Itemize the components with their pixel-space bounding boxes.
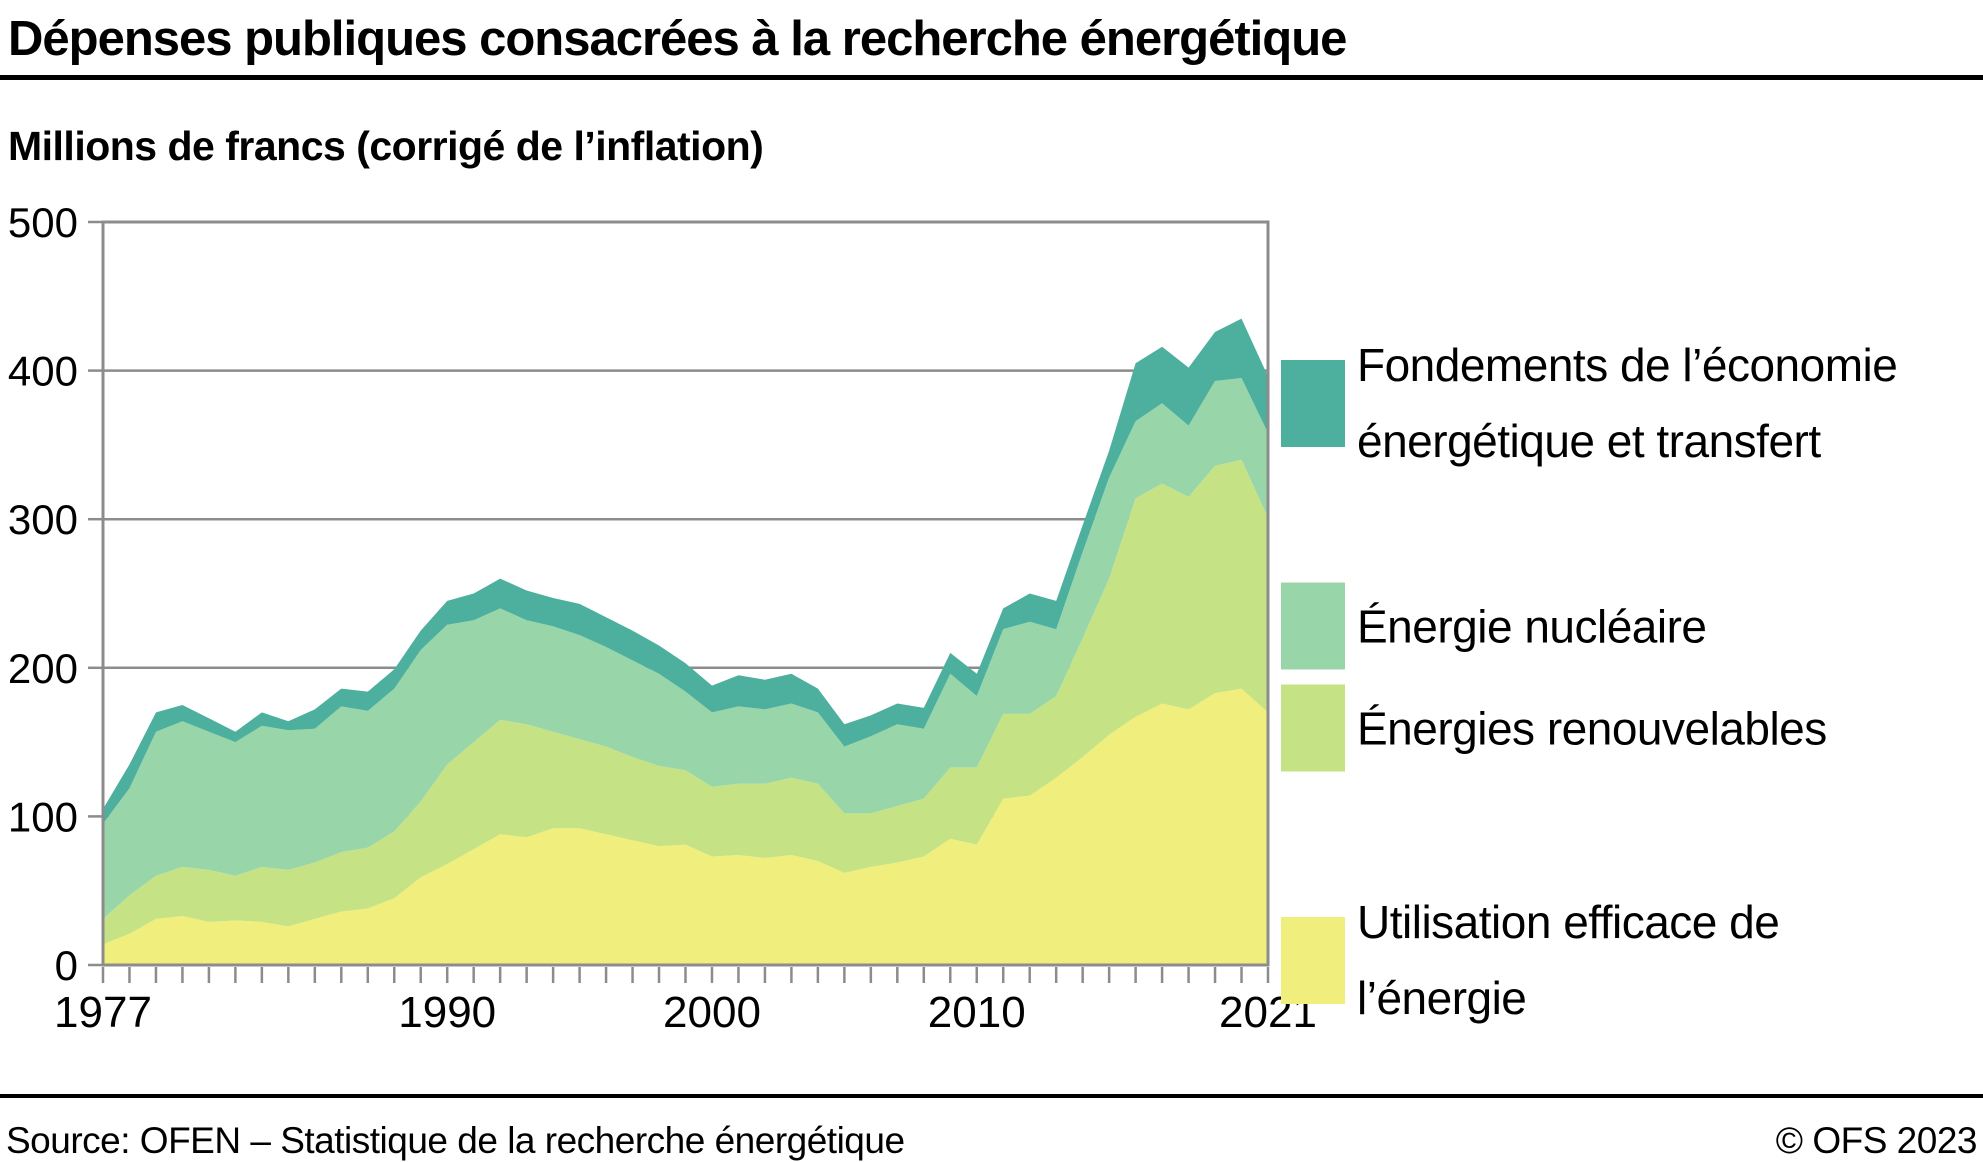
legend-label-renouvelables: Énergies renouvelables — [1357, 702, 1827, 754]
y-axis: 0 100 200 300 400 500 — [8, 199, 103, 989]
legend-item-nucleaire: Énergie nucléaire — [1281, 582, 1707, 670]
stacked-area-chart: 0 100 200 300 400 500 1977 1990 2000 2010 2021 — [8, 199, 1317, 1035]
copyright-text: © OFS 2023 — [1775, 1120, 1978, 1161]
svg-text:300: 300 — [8, 496, 78, 543]
legend-label-efficace: Utilisation efficace de l’énergie — [1357, 896, 1780, 1024]
svg-text:100: 100 — [8, 793, 78, 840]
svg-text:0: 0 — [55, 942, 78, 989]
svg-text:200: 200 — [8, 645, 78, 692]
chart-area: 0 100 200 300 400 500 1977 1990 2000 2010 2021 Fon… — [0, 155, 1983, 1035]
legend-label-nucleaire: Énergie nucléaire — [1357, 600, 1707, 652]
area-series — [103, 318, 1268, 965]
legend-item-fondements: Fondements de l’économie énergétique et … — [1281, 327, 1957, 479]
svg-text:2010: 2010 — [928, 988, 1026, 1035]
footer-rule — [0, 1094, 1983, 1098]
svg-text:1977: 1977 — [54, 988, 152, 1035]
page-title: Dépenses publiques consacrées à la reche… — [8, 12, 1347, 66]
series-3 — [103, 318, 1268, 824]
series-1 — [103, 459, 1268, 945]
svg-text:2000: 2000 — [663, 988, 761, 1035]
legend-item-renouvelables: Énergies renouvelables — [1281, 684, 1827, 772]
series-0 — [103, 688, 1268, 965]
x-axis: 1977 1990 2000 2010 2021 — [54, 967, 1317, 1035]
legend-label-fondements: Fondements de l’économie énergétique et … — [1357, 339, 1898, 467]
chart-subtitle: Millions de francs (corrigé de l’inflati… — [8, 122, 764, 169]
series-2 — [103, 378, 1268, 919]
plot-frame — [101, 220, 1270, 967]
source-text: Source: OFEN – Statistique de la recherc… — [6, 1120, 905, 1161]
title-rule — [0, 74, 1983, 80]
svg-text:2021: 2021 — [1219, 988, 1317, 1035]
footer: Source: OFEN – Statistique de la recherc… — [0, 1120, 1983, 1162]
svg-text:400: 400 — [8, 348, 78, 395]
svg-text:500: 500 — [8, 199, 78, 246]
svg-text:1990: 1990 — [398, 988, 496, 1035]
header: Dépenses publiques consacrées à la reche… — [0, 0, 1983, 169]
legend-item-efficace: Utilisation efficace de l’énergie — [1281, 884, 1957, 1036]
